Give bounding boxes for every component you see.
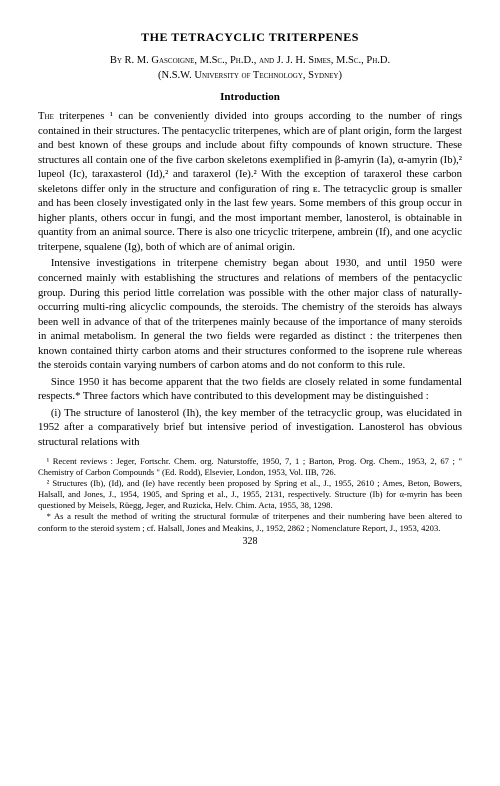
paragraph-4: (i) The structure of lanosterol (Ih), th…: [38, 406, 462, 450]
paragraph-3: Since 1950 it has become apparent that t…: [38, 375, 462, 404]
first-word: The: [38, 110, 54, 122]
para1-rest: triterpenes ¹ can be conveniently divide…: [38, 110, 462, 253]
article-title: THE TETRACYCLIC TRITERPENES: [38, 30, 462, 45]
paragraph-2: Intensive investigations in triterpene c…: [38, 256, 462, 372]
footnote-3: * As a result the method of writing the …: [38, 511, 462, 533]
footnote-1: ¹ Recent reviews : Jeger, Fortschr. Chem…: [38, 456, 462, 478]
page-number: 328: [38, 536, 462, 547]
footnotes: ¹ Recent reviews : Jeger, Fortschr. Chem…: [38, 456, 462, 534]
paragraph-1: The triterpenes ¹ can be conveniently di…: [38, 109, 462, 254]
byline: By R. M. Gascoigne, M.Sc., Ph.D., and J.…: [38, 55, 462, 66]
section-heading: Introduction: [38, 91, 462, 103]
affiliation: (N.S.W. University of Technology, Sydney…: [38, 70, 462, 81]
page: THE TETRACYCLIC TRITERPENES By R. M. Gas…: [0, 0, 500, 567]
footnote-2: ² Structures (Ib), (Id), and (Ie) have r…: [38, 478, 462, 512]
